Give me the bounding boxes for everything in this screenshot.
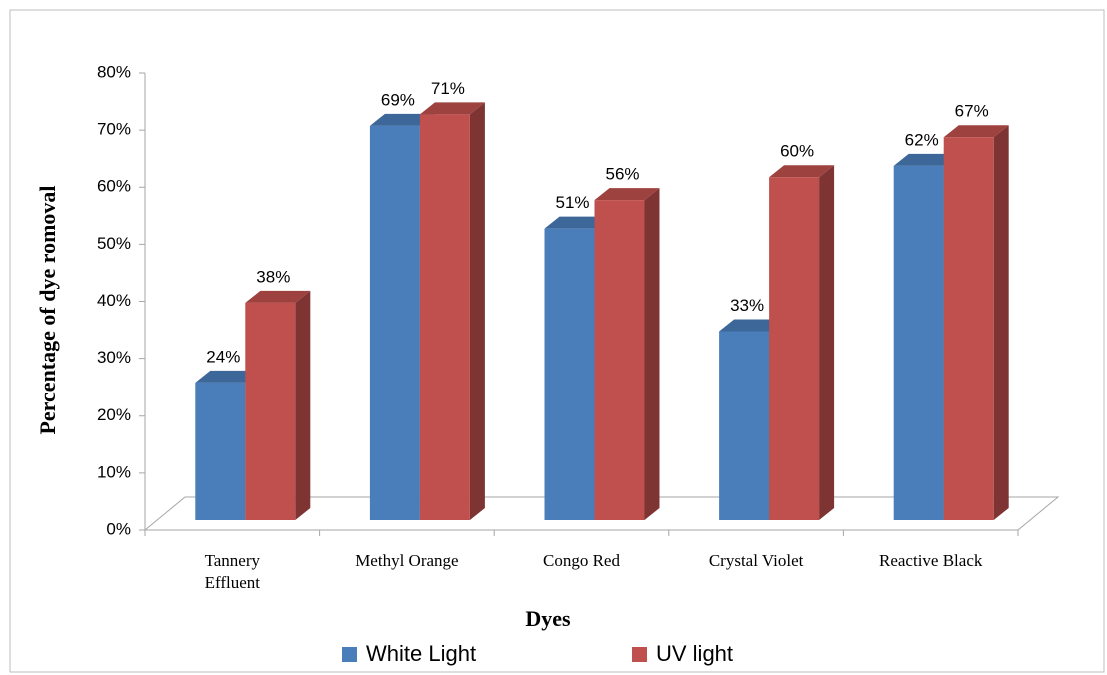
- bar-front: [195, 382, 246, 520]
- bar-top: [594, 188, 660, 201]
- value-label: 24%: [206, 347, 240, 366]
- bar: [943, 125, 1009, 520]
- value-label: 62%: [905, 130, 939, 149]
- value-label: 51%: [555, 193, 589, 212]
- bar-top: [195, 370, 261, 383]
- bar: [245, 290, 311, 520]
- x-tick-label: Methyl Orange: [355, 551, 459, 570]
- bar-top: [544, 216, 610, 229]
- value-label: 33%: [730, 296, 764, 315]
- bar-front: [719, 331, 770, 520]
- y-tick-label: 40%: [97, 291, 131, 310]
- y-tick-label: 80%: [97, 62, 131, 81]
- bar-top: [369, 113, 435, 126]
- bar-side: [644, 188, 660, 520]
- value-label: 67%: [955, 102, 989, 121]
- value-label: 38%: [256, 267, 290, 286]
- x-tick-label: Crystal Violet: [708, 551, 804, 570]
- bar: [769, 165, 835, 520]
- bar-top: [893, 153, 959, 166]
- x-axis-title: Dyes: [525, 606, 571, 631]
- bar-top: [419, 102, 485, 115]
- bar-top: [769, 165, 835, 178]
- legend-swatch: [342, 647, 357, 662]
- legend-label: UV light: [656, 641, 733, 666]
- bar-front: [245, 302, 296, 520]
- x-tick-label: Reactive Black: [879, 551, 983, 570]
- bar-front: [893, 165, 944, 520]
- bar-front: [369, 125, 420, 521]
- bar-front: [419, 114, 470, 520]
- y-tick-label: 70%: [97, 120, 131, 139]
- bar-top: [719, 319, 785, 332]
- y-tick-label: 10%: [97, 462, 131, 481]
- legend-label: White Light: [366, 641, 476, 666]
- x-tick-label: Tannery Effluent: [204, 551, 261, 592]
- y-tick-label: 50%: [97, 234, 131, 253]
- x-tick-label: Congo Red: [543, 551, 620, 570]
- bar-side: [469, 102, 485, 520]
- bar-front: [544, 228, 595, 520]
- chart-border: [9, 9, 1105, 673]
- y-axis-title: Percentage of dye romoval: [35, 185, 60, 434]
- y-tick-label: 30%: [97, 348, 131, 367]
- value-label: 71%: [431, 79, 465, 98]
- y-tick-label: 60%: [97, 177, 131, 196]
- value-label: 56%: [605, 165, 639, 184]
- bar-top: [943, 125, 1009, 138]
- y-tick-label: 0%: [106, 519, 131, 538]
- bar-front: [594, 200, 645, 520]
- legend-swatch: [632, 647, 647, 662]
- bar-top: [245, 290, 311, 303]
- bar-side: [295, 290, 311, 520]
- bar-side: [993, 125, 1009, 520]
- bar: [419, 102, 485, 520]
- value-label: 69%: [381, 90, 415, 109]
- value-label: 60%: [780, 142, 814, 161]
- bar: [594, 188, 660, 520]
- y-tick-label: 20%: [97, 405, 131, 424]
- bar-front: [769, 177, 820, 520]
- bar-side: [819, 165, 835, 520]
- bar-front: [943, 137, 994, 520]
